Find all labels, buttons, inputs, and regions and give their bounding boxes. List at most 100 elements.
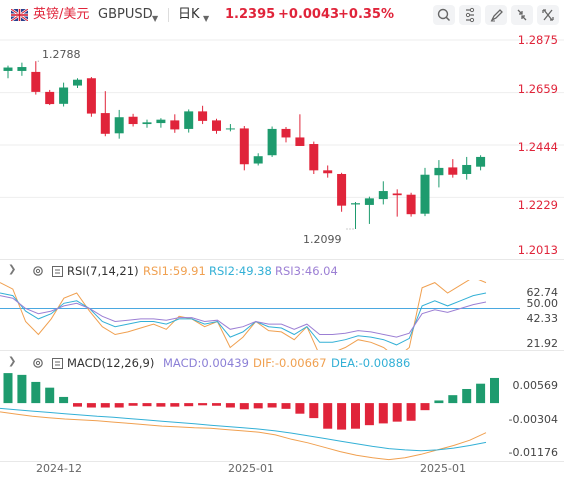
candle-body	[86, 78, 96, 114]
symbol-dropdown-icon[interactable]: ▼	[152, 14, 159, 23]
rsi-axis-label: 42.33	[526, 312, 559, 325]
candle-body	[406, 194, 416, 215]
pane-divider	[0, 461, 564, 462]
candle-body	[295, 137, 305, 146]
candle-body	[309, 144, 319, 171]
macd-axis-label: -0.01176	[508, 446, 558, 459]
macd-axis-label: 0.00569	[512, 379, 559, 392]
low-annotation: 1.2099	[303, 233, 342, 246]
macd-histogram-bar	[156, 403, 166, 407]
macd-histogram-bar	[45, 387, 55, 404]
macd-header: ❯ MACD(12,26,9) MACD:0.00439 DIF:-0.0066…	[0, 356, 564, 374]
candle-body	[462, 164, 472, 174]
macd-histogram-bar	[462, 388, 472, 404]
macd-chart[interactable]	[0, 372, 564, 462]
macd-histogram-bar	[267, 403, 277, 408]
candle-body	[142, 122, 152, 125]
macd-histogram-bar	[73, 403, 82, 407]
dea-line	[0, 407, 487, 452]
settings-gear-icon[interactable]	[32, 357, 44, 369]
candle-body	[378, 191, 388, 200]
rsi-header: ❯ RSI(7,14,21) RSI1:59.91 RSI2:49.38 RSI…	[0, 264, 564, 282]
price-axis-label: 1.2229	[517, 198, 558, 212]
macd-histogram-bar	[212, 403, 221, 406]
macd-histogram-bar	[337, 403, 347, 430]
macd-histogram-bar	[434, 400, 444, 404]
collapse-icon[interactable]	[511, 5, 533, 25]
macd-histogram-bar	[448, 395, 458, 404]
price-axis-label: 1.2875	[517, 33, 558, 47]
candle-body	[73, 79, 82, 86]
macd-histogram-bar	[309, 403, 319, 419]
candle-body	[420, 174, 430, 214]
uk-flag-icon	[11, 9, 28, 21]
candle-body	[392, 193, 402, 196]
rsi-axis-label: 62.74	[526, 286, 559, 299]
macd-axis-label: -0.00304	[508, 413, 558, 426]
candle-body	[212, 120, 221, 131]
pair-name: 英镑/美元	[33, 7, 90, 22]
draw-icon[interactable]	[485, 5, 507, 25]
list-icon[interactable]	[52, 266, 63, 277]
dea-value: DEA:-0.00886	[331, 356, 411, 370]
expand-icon[interactable]	[537, 5, 559, 25]
list-icon[interactable]	[52, 358, 63, 369]
candle-body	[337, 173, 347, 206]
rsi2-value: RSI2:49.38	[209, 264, 272, 278]
candle-body	[45, 91, 55, 105]
macd-histogram-bar	[86, 403, 96, 408]
price-axis-label: 1.2444	[517, 140, 558, 154]
pane-divider	[0, 350, 564, 351]
macd-histogram-bar	[490, 377, 499, 404]
candle-body	[351, 203, 360, 205]
candle-body	[364, 198, 374, 205]
search-icon[interactable]	[433, 5, 455, 25]
macd-histogram-bar	[392, 403, 402, 422]
collapse-arrow-icon[interactable]: ❯	[8, 356, 17, 367]
candlestick-chart[interactable]	[0, 30, 564, 260]
date-axis-label: 2025-01	[228, 462, 274, 475]
macd-histogram-bar	[378, 403, 388, 424]
candle-body	[476, 156, 486, 167]
candle-body	[198, 111, 208, 121]
candle-body	[17, 67, 27, 71]
last-price: 1.2395	[225, 7, 276, 22]
price-change-percent: +0.35%	[338, 7, 394, 22]
candle-body	[323, 170, 333, 174]
price-axis-label: 1.2659	[517, 82, 558, 96]
macd-histogram-bar	[476, 383, 486, 404]
rsi2-line	[0, 292, 487, 346]
top-bar: 英镑/美元 GBPUSD ▼ 日K ▼ 1.2395 +0.0043 +0.35…	[0, 0, 564, 30]
dif-value: DIF:-0.00667	[253, 356, 327, 370]
timeframe-selector[interactable]: 日K	[178, 7, 200, 22]
macd-histogram-bar	[420, 403, 430, 411]
macd-histogram-bar	[323, 403, 333, 429]
rsi3-value: RSI3:46.04	[275, 264, 338, 278]
dif-line	[0, 411, 487, 461]
candle-body	[253, 156, 263, 164]
price-axis-label: 1.2013	[517, 243, 558, 257]
candle-body	[100, 113, 110, 134]
settings-icon[interactable]	[459, 5, 481, 25]
rsi1-value: RSI1:59.91	[143, 264, 206, 278]
rsi-chart[interactable]	[0, 280, 564, 350]
macd-histogram-bar	[198, 403, 208, 406]
macd-histogram-bar	[406, 403, 416, 421]
symbol-selector[interactable]: GBPUSD	[98, 7, 153, 22]
macd-histogram-bar	[3, 373, 13, 404]
macd-histogram-bar	[100, 403, 110, 408]
candle-body	[239, 128, 249, 165]
candle-body	[59, 87, 69, 104]
candle-body	[114, 117, 124, 134]
date-axis-label: 2024-12	[36, 462, 82, 475]
collapse-arrow-icon[interactable]: ❯	[8, 264, 17, 275]
price-change: +0.0043	[278, 7, 340, 22]
timeframe-dropdown-icon[interactable]: ▼	[203, 14, 210, 23]
macd-histogram-bar	[31, 381, 41, 404]
candle-body	[31, 71, 41, 92]
settings-gear-icon[interactable]	[32, 265, 44, 277]
rsi3-line	[0, 295, 487, 338]
macd-histogram-bar	[114, 403, 124, 408]
candle-body	[267, 128, 277, 156]
rsi1-line	[0, 280, 487, 350]
